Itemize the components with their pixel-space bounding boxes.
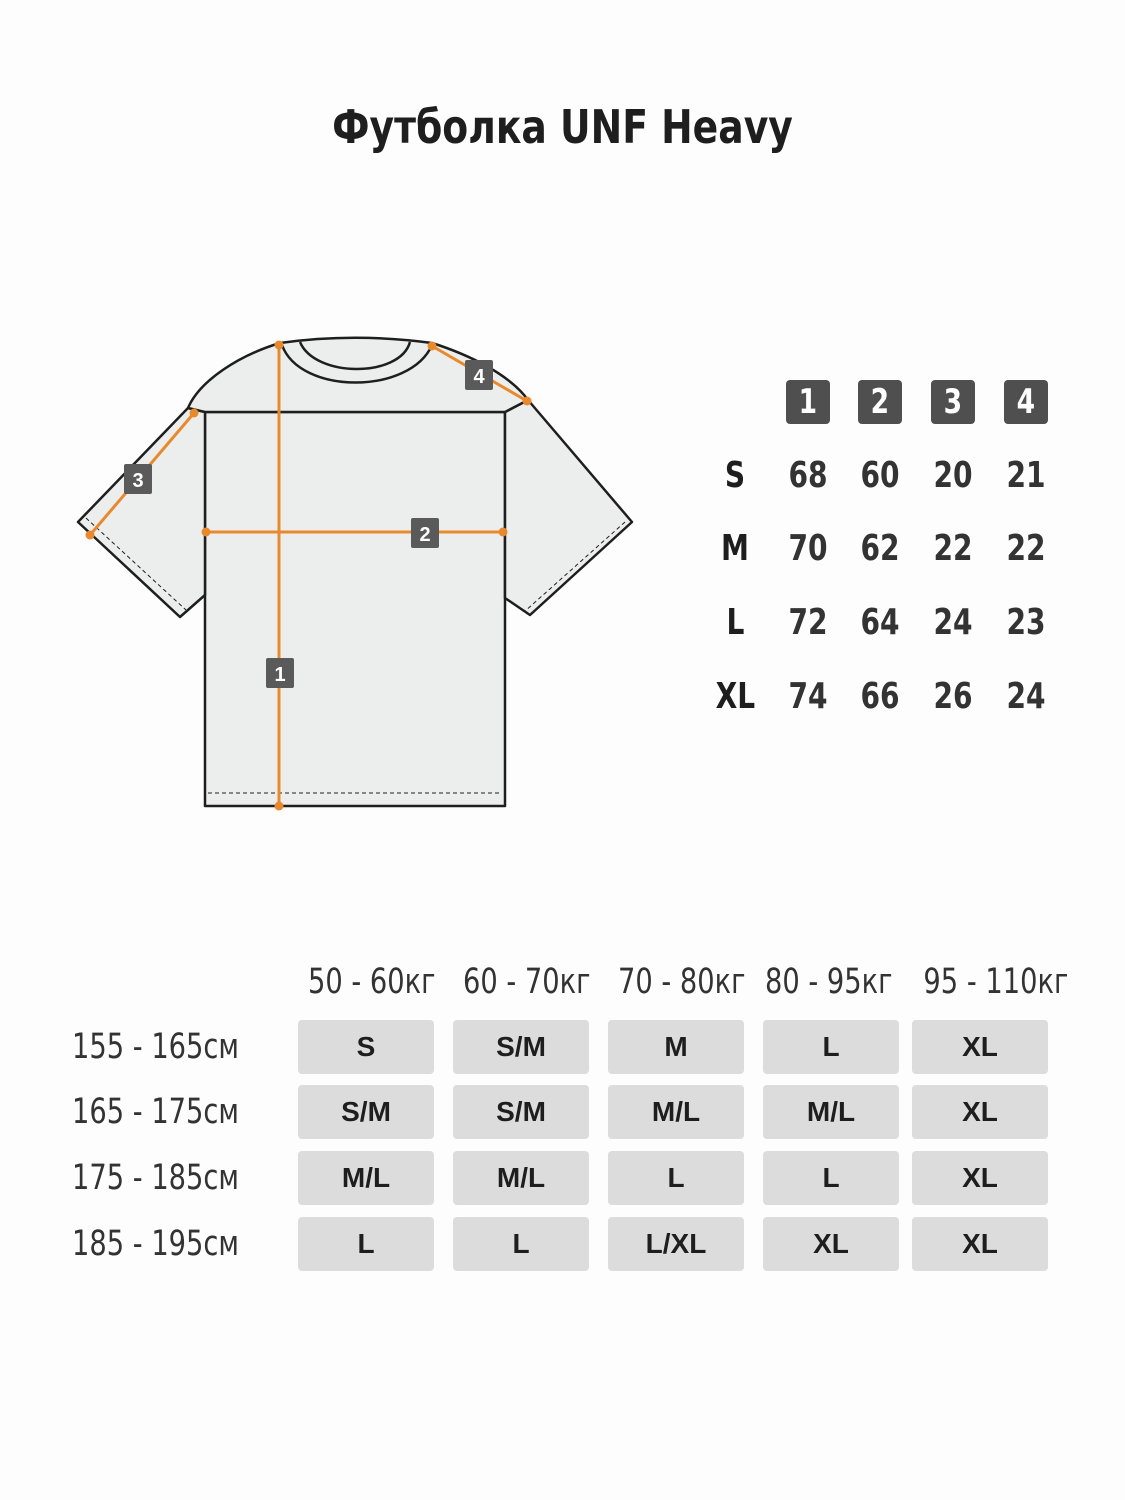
weight-header: 95 - 110кг bbox=[923, 962, 1069, 1002]
measurement-value: 20 bbox=[933, 455, 973, 496]
page-title: Футболка UNF Heavy bbox=[332, 100, 793, 154]
size-cell: M/L bbox=[763, 1085, 899, 1139]
size-cell: XL bbox=[912, 1151, 1048, 1205]
height-label: 165 - 175см bbox=[72, 1092, 240, 1132]
height-label: 185 - 195см bbox=[72, 1224, 240, 1264]
size-cell: L bbox=[608, 1151, 744, 1205]
size-cell: S/M bbox=[453, 1020, 589, 1074]
column-header-4: 4 bbox=[1004, 380, 1048, 424]
size-cell: M/L bbox=[453, 1151, 589, 1205]
size-label: M bbox=[721, 528, 749, 569]
column-header-1: 1 bbox=[786, 380, 830, 424]
column-header-2: 2 bbox=[858, 380, 902, 424]
svg-text:1: 1 bbox=[274, 664, 285, 686]
weight-header: 50 - 60кг bbox=[307, 962, 436, 1002]
size-cell: L bbox=[453, 1217, 589, 1271]
svg-text:4: 4 bbox=[473, 366, 485, 388]
measurement-value: 64 bbox=[860, 602, 900, 643]
weight-header: 80 - 95кг bbox=[764, 962, 893, 1002]
measurement-value: 26 bbox=[933, 676, 973, 717]
measurement-value: 24 bbox=[1006, 676, 1046, 717]
measurement-value: 66 bbox=[860, 676, 900, 717]
height-label: 175 - 185см bbox=[72, 1158, 240, 1198]
measurement-value: 60 bbox=[860, 455, 900, 496]
measurement-value: 24 bbox=[933, 602, 973, 643]
measurement-value: 21 bbox=[1006, 455, 1046, 496]
size-cell: M/L bbox=[298, 1151, 434, 1205]
size-cell: XL bbox=[912, 1020, 1048, 1074]
marker-3: 3 bbox=[124, 464, 152, 494]
measurement-value: 23 bbox=[1006, 602, 1046, 643]
size-cell: XL bbox=[912, 1217, 1048, 1271]
tshirt-diagram: 1 2 3 4 bbox=[76, 336, 634, 811]
size-cell: XL bbox=[912, 1085, 1048, 1139]
tshirt-outline-icon bbox=[76, 336, 634, 808]
weight-header: 70 - 80кг bbox=[617, 962, 746, 1002]
measurement-value: 22 bbox=[1006, 528, 1046, 569]
size-cell: L bbox=[763, 1151, 899, 1205]
size-label: L bbox=[726, 602, 744, 643]
size-label: S bbox=[724, 455, 746, 496]
measurement-value: 72 bbox=[788, 602, 828, 643]
size-cell: M/L bbox=[608, 1085, 744, 1139]
size-label: XL bbox=[715, 676, 755, 717]
column-header-3: 3 bbox=[931, 380, 975, 424]
measurement-value: 22 bbox=[933, 528, 973, 569]
measurement-lines bbox=[85, 340, 532, 811]
measurement-value: 62 bbox=[860, 528, 900, 569]
measurement-value: 68 bbox=[788, 455, 828, 496]
height-label: 155 - 165см bbox=[72, 1027, 240, 1067]
size-cell: S bbox=[298, 1020, 434, 1074]
size-cell: M bbox=[608, 1020, 744, 1074]
marker-4: 4 bbox=[465, 360, 493, 390]
measurement-value: 70 bbox=[788, 528, 828, 569]
marker-2: 2 bbox=[411, 518, 439, 548]
svg-text:2: 2 bbox=[419, 524, 430, 546]
size-cell: XL bbox=[763, 1217, 899, 1271]
weight-header: 60 - 70кг bbox=[462, 962, 591, 1002]
size-cell: L/XL bbox=[608, 1217, 744, 1271]
measurement-value: 74 bbox=[788, 676, 828, 717]
size-cell: L bbox=[298, 1217, 434, 1271]
size-cell: L bbox=[763, 1020, 899, 1074]
svg-text:3: 3 bbox=[132, 470, 143, 492]
hem-stitch-lines bbox=[85, 517, 626, 794]
size-cell: S/M bbox=[298, 1085, 434, 1139]
size-cell: S/M bbox=[453, 1085, 589, 1139]
marker-1: 1 bbox=[266, 658, 294, 688]
